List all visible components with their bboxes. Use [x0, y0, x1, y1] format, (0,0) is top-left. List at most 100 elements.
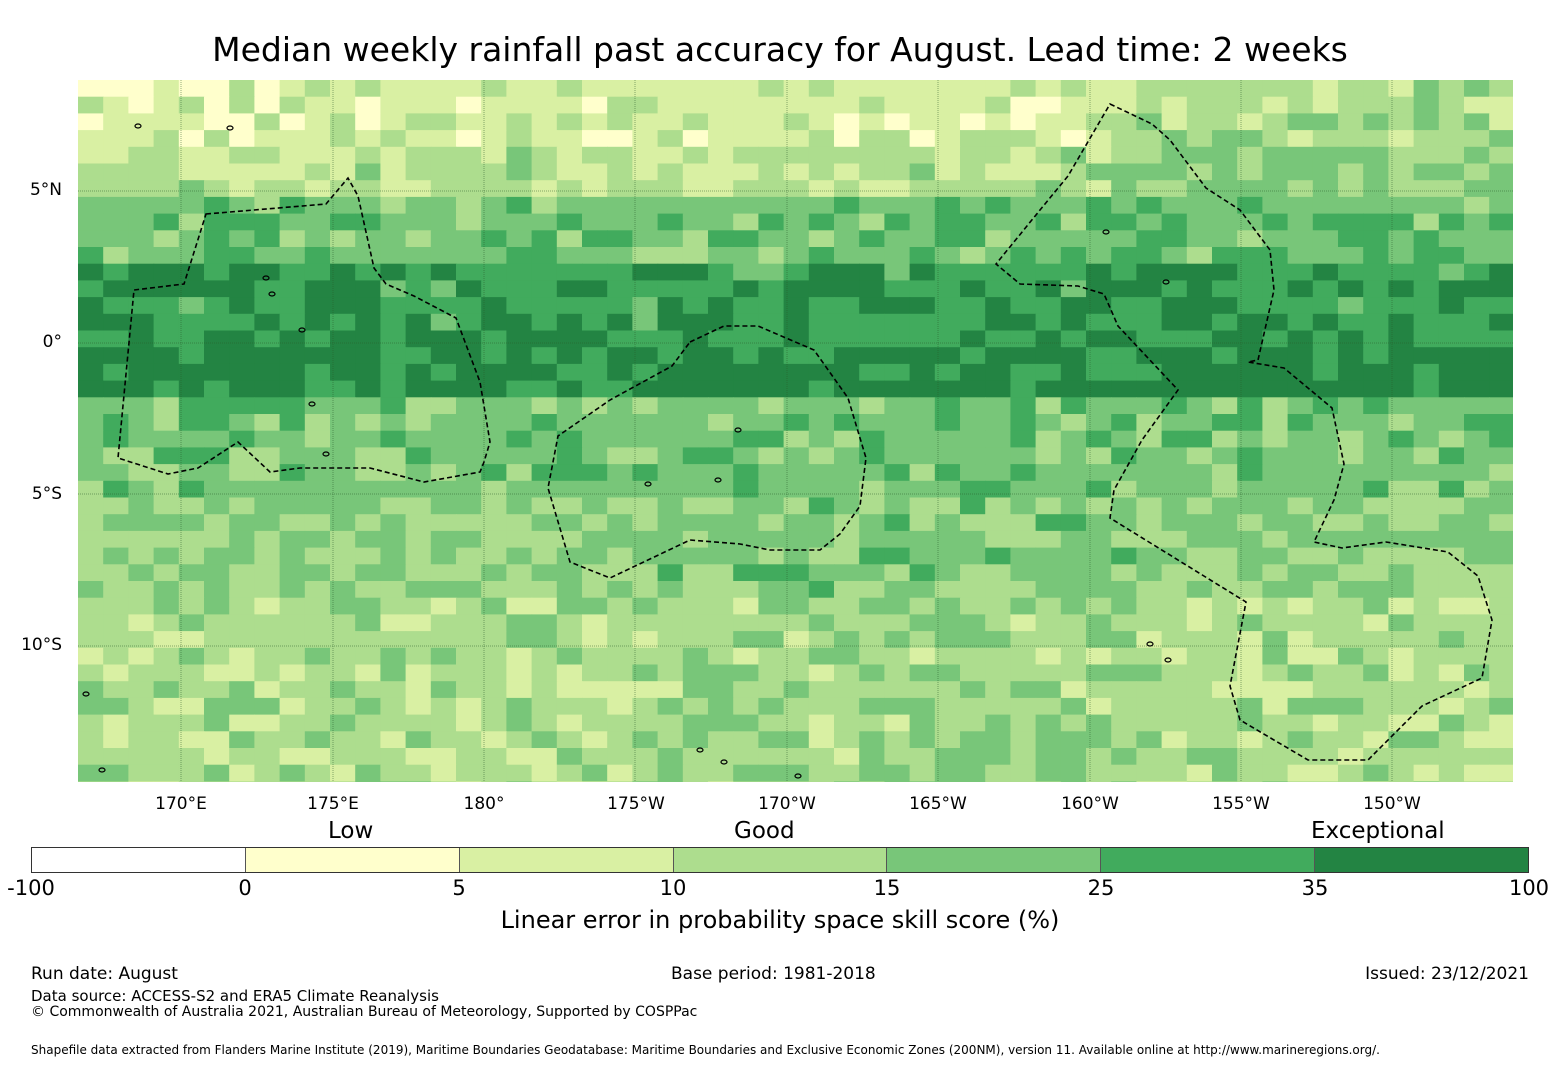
grid-cell: [682, 96, 709, 114]
grid-cell: [355, 631, 381, 649]
grid-cell: [204, 564, 230, 582]
grid-cell: [481, 530, 507, 549]
grid-cell: [1363, 480, 1389, 499]
grid-cell: [481, 564, 507, 582]
grid-cell: [1086, 313, 1112, 332]
grid-cell: [1438, 280, 1465, 298]
grid-cell: [1338, 564, 1364, 582]
grid-cell: [430, 380, 457, 398]
grid-cell: [254, 297, 281, 315]
grid-cell: [1413, 714, 1440, 732]
grid-cell: [405, 647, 432, 666]
grid-cell: [405, 480, 432, 499]
grid-cell: [657, 647, 684, 666]
island-outline: [82, 691, 90, 697]
grid-cell: [1438, 330, 1465, 348]
grid-cell: [254, 647, 281, 666]
grid-cell: [481, 397, 507, 415]
grid-cell: [708, 397, 734, 415]
grid-cell: [960, 280, 986, 298]
grid-cell: [1136, 213, 1163, 231]
grid-cell: [1464, 146, 1490, 165]
grid-cell: [229, 447, 255, 465]
grid-cell: [556, 447, 583, 465]
grid-cell: [783, 530, 810, 549]
grid-cell: [1438, 363, 1465, 382]
grid-cell: [884, 330, 911, 348]
grid-cell: [1086, 748, 1112, 766]
grid-cell: [1237, 330, 1263, 348]
grid-cell: [103, 697, 129, 716]
grid-cell: [1035, 697, 1062, 716]
grid-cell: [178, 497, 205, 515]
grid-cell: [733, 664, 759, 682]
island-outline: [308, 401, 316, 407]
grid-cell: [1161, 347, 1188, 365]
grid-cell: [531, 497, 558, 515]
grid-cell: [279, 714, 306, 732]
grid-cell: [1060, 447, 1087, 465]
grid-cell: [1111, 280, 1137, 298]
grid-cell: [708, 631, 734, 649]
grid-cell: [153, 681, 180, 699]
grid-cell: [1489, 514, 1513, 532]
grid-cell: [355, 146, 381, 165]
grid-cell: [1338, 230, 1364, 248]
grid-cell: [456, 480, 482, 499]
grid-cell: [481, 430, 507, 448]
grid-cell: [279, 130, 306, 148]
grid-cell: [1111, 497, 1137, 515]
grid-cell: [758, 581, 785, 599]
grid-cell: [1111, 397, 1137, 415]
grid-cell: [304, 731, 331, 749]
grid-cell: [632, 530, 659, 549]
grid-cell: [128, 664, 155, 682]
grid-cell: [229, 631, 255, 649]
grid-cell: [103, 530, 129, 549]
grid-cell: [405, 614, 432, 632]
grid-cell: [456, 514, 482, 532]
grid-cell: [1010, 414, 1037, 432]
grid-cell: [506, 480, 533, 499]
grid-cell: [1060, 397, 1087, 415]
grid-cell: [506, 196, 533, 215]
grid-cell: [229, 664, 255, 682]
grid-cell: [481, 464, 507, 482]
grid-cell: [204, 280, 230, 298]
grid-cell: [607, 781, 633, 782]
grid-cell: [128, 297, 155, 315]
grid-cell: [1312, 363, 1339, 382]
grid-cell: [657, 196, 684, 215]
grid-cell: [909, 430, 936, 448]
grid-cell: [1464, 681, 1490, 699]
grid-cell: [1111, 247, 1137, 265]
grid-cell: [1035, 130, 1062, 148]
grid-cell: [103, 113, 129, 131]
grid-cell: [1086, 297, 1112, 315]
grid-cell: [1035, 230, 1062, 248]
grid-cell: [178, 96, 205, 114]
grid-cell: [405, 80, 432, 98]
grid-cell: [909, 731, 936, 749]
grid-cell: [1464, 480, 1490, 499]
grid-cell: [859, 96, 885, 114]
grid-cell: [430, 547, 457, 565]
grid-cell: [78, 363, 104, 382]
grid-cell: [204, 113, 230, 131]
skill-score-map[interactable]: [78, 80, 1513, 782]
grid-cell: [405, 697, 432, 716]
grid-cell: [960, 530, 986, 549]
grid-cell: [1136, 614, 1163, 632]
grid-cell: [103, 681, 129, 699]
grid-cell: [1413, 280, 1440, 298]
grid-cell: [380, 163, 407, 181]
grid-cell: [1111, 564, 1137, 582]
grid-cell: [103, 297, 129, 315]
grid-cell: [607, 464, 633, 482]
grid-cell: [1388, 263, 1415, 281]
grid-cell: [1287, 464, 1314, 482]
grid-cell: [985, 547, 1011, 565]
grid-cell: [632, 514, 659, 532]
grid-cell: [1413, 130, 1440, 148]
grid-cell: [456, 146, 482, 165]
